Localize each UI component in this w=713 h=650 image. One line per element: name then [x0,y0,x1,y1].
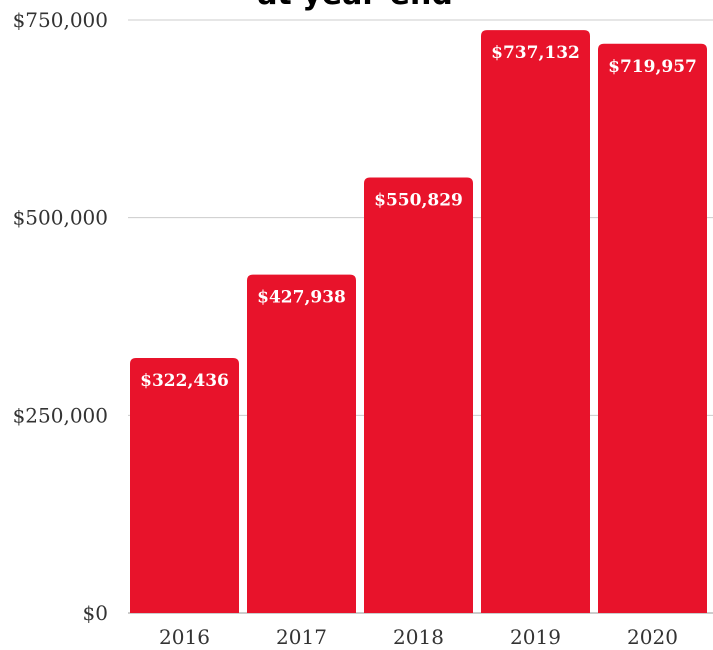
bar-2018 [364,177,473,613]
y-tick-label: $0 [83,601,108,625]
x-tick-label: 2016 [159,625,210,649]
bar-value-labels: $322,436 $427,938 $550,829 $737,132 $719,957 [140,43,697,391]
bar-value-label: $737,132 [491,43,580,63]
y-axis-ticks: $0 $250,000 $500,000 $750,000 [13,8,108,625]
x-tick-label: 2017 [276,625,327,649]
x-tick-label: 2018 [393,625,444,649]
x-axis-ticks: 2016 2017 2018 2019 2020 [159,625,678,649]
bar-2019 [481,30,590,613]
bar-value-label: $322,436 [140,371,229,391]
bar-2020 [598,43,707,613]
y-tick-label: $750,000 [13,8,108,32]
bar-value-label: $427,938 [257,288,346,308]
bar-2017 [247,274,356,613]
x-tick-label: 2019 [510,625,561,649]
y-tick-label: $250,000 [13,403,108,427]
chart-title: at year-end [257,0,453,12]
bar-value-label: $550,829 [374,190,463,210]
bars [130,30,707,613]
bar-value-label: $719,957 [608,57,697,77]
x-tick-label: 2020 [627,625,678,649]
y-tick-label: $500,000 [13,206,108,230]
bar-2016 [130,358,239,613]
